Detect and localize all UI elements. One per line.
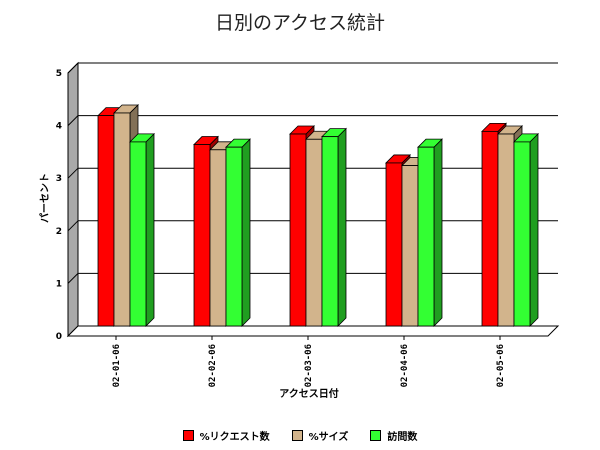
legend-swatch bbox=[291, 430, 303, 441]
bar-side bbox=[337, 127, 347, 327]
bar bbox=[401, 165, 419, 327]
x-tick-labels: 02-01-06 02-02-06 02-03-06 02-04-06 02-05-06 bbox=[112, 336, 506, 387]
bar bbox=[209, 149, 227, 327]
bar bbox=[497, 133, 515, 327]
x-axis-label: アクセス日付 bbox=[279, 387, 339, 400]
bar-side bbox=[241, 138, 251, 327]
floor bbox=[66, 325, 560, 337]
legend: %リクエスト数 %サイズ 訪問数 bbox=[0, 428, 600, 443]
y-tick-label: 0 bbox=[56, 332, 62, 342]
y-tick-label: 4 bbox=[56, 122, 62, 132]
bar bbox=[225, 146, 243, 327]
bar bbox=[385, 162, 403, 327]
legend-label: %リクエスト数 bbox=[199, 432, 270, 443]
y-tick-labels: 0 1 2 3 4 5 bbox=[56, 69, 62, 342]
legend-item: 訪問数 bbox=[370, 428, 417, 443]
y-tick-label: 1 bbox=[56, 279, 62, 289]
bar-side bbox=[145, 132, 155, 327]
x-tick-label: 02-01-06 bbox=[112, 344, 122, 387]
legend-swatch bbox=[370, 430, 382, 441]
bar bbox=[193, 144, 211, 327]
bar bbox=[481, 130, 499, 327]
gridline-wall bbox=[67, 273, 79, 284]
bar bbox=[97, 115, 115, 327]
chart-title: 日別のアクセス統計 bbox=[214, 12, 386, 34]
bar bbox=[417, 146, 435, 327]
x-tick-label: 02-04-06 bbox=[400, 344, 410, 387]
gridline-wall bbox=[67, 115, 79, 126]
bar-side bbox=[529, 132, 539, 327]
gridline-wall bbox=[67, 62, 79, 74]
plot-frame bbox=[66, 61, 560, 338]
gridline-wall bbox=[67, 167, 79, 179]
bars bbox=[97, 104, 539, 327]
bar bbox=[129, 141, 147, 327]
gridline-wall bbox=[67, 220, 79, 232]
x-tick-label: 02-02-06 bbox=[208, 344, 218, 387]
legend-item: %サイズ bbox=[291, 428, 349, 443]
bar bbox=[289, 133, 307, 327]
y-tick-label: 3 bbox=[56, 174, 62, 184]
bar-side bbox=[433, 138, 443, 327]
y-tick-label: 5 bbox=[56, 69, 62, 79]
bar bbox=[305, 138, 323, 327]
y-tick-label: 2 bbox=[56, 227, 62, 237]
bar bbox=[113, 112, 131, 327]
x-tick-label: 02-05-06 bbox=[496, 344, 506, 387]
x-tick-label: 02-03-06 bbox=[304, 344, 314, 387]
legend-item: %リクエスト数 bbox=[182, 428, 270, 443]
legend-label: %サイズ bbox=[308, 432, 349, 443]
legend-swatch bbox=[182, 430, 194, 441]
left-wall bbox=[67, 61, 79, 338]
y-axis-label: パーセント bbox=[39, 173, 51, 223]
bar bbox=[513, 141, 531, 327]
legend-label: 訪問数 bbox=[387, 432, 418, 443]
bar bbox=[321, 136, 339, 327]
